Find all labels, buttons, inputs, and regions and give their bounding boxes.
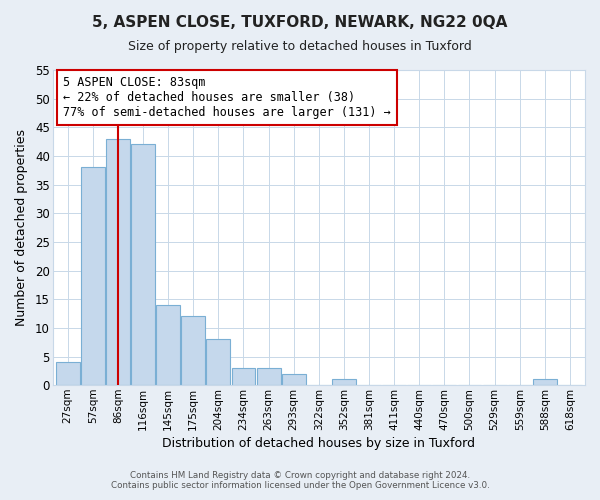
Bar bbox=[332, 380, 356, 385]
Bar bbox=[81, 168, 105, 385]
Bar bbox=[56, 362, 80, 385]
Bar bbox=[131, 144, 155, 385]
Text: Size of property relative to detached houses in Tuxford: Size of property relative to detached ho… bbox=[128, 40, 472, 53]
Bar bbox=[533, 380, 557, 385]
Bar bbox=[282, 374, 305, 385]
Bar bbox=[181, 316, 205, 385]
Bar bbox=[106, 139, 130, 385]
X-axis label: Distribution of detached houses by size in Tuxford: Distribution of detached houses by size … bbox=[162, 437, 475, 450]
Bar bbox=[206, 340, 230, 385]
Bar bbox=[156, 305, 180, 385]
Text: 5 ASPEN CLOSE: 83sqm
← 22% of detached houses are smaller (38)
77% of semi-detac: 5 ASPEN CLOSE: 83sqm ← 22% of detached h… bbox=[63, 76, 391, 120]
Bar bbox=[232, 368, 256, 385]
Bar bbox=[257, 368, 281, 385]
Text: 5, ASPEN CLOSE, TUXFORD, NEWARK, NG22 0QA: 5, ASPEN CLOSE, TUXFORD, NEWARK, NG22 0Q… bbox=[92, 15, 508, 30]
Y-axis label: Number of detached properties: Number of detached properties bbox=[15, 129, 28, 326]
Text: Contains HM Land Registry data © Crown copyright and database right 2024.
Contai: Contains HM Land Registry data © Crown c… bbox=[110, 470, 490, 490]
